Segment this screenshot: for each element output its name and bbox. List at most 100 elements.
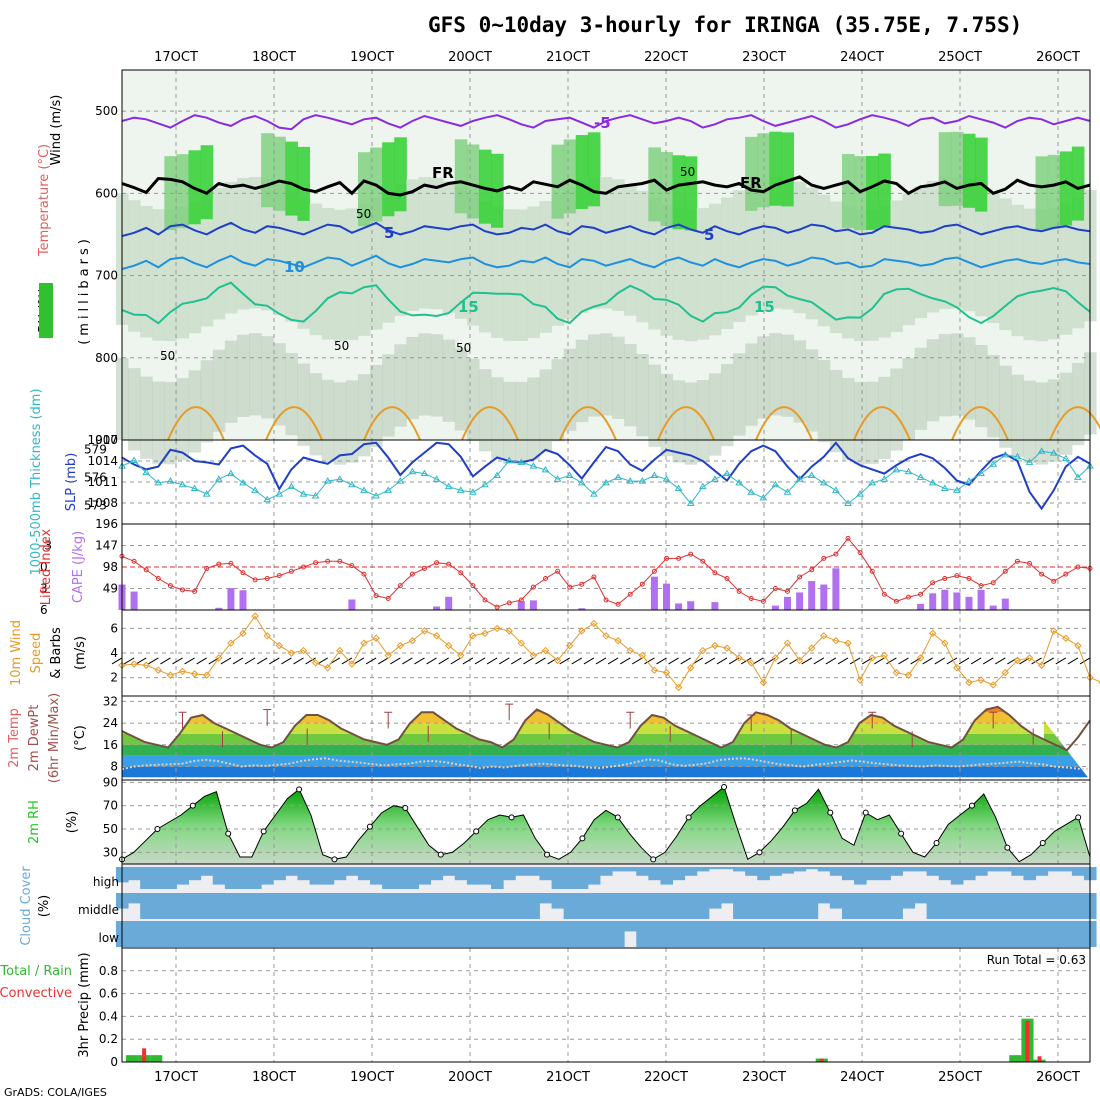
cloud-cell-low bbox=[188, 921, 202, 947]
wind-speed-point bbox=[674, 683, 683, 692]
wind-speed-point bbox=[747, 659, 755, 667]
wind-speed-point bbox=[1013, 656, 1022, 665]
cloud-cell-low bbox=[769, 921, 782, 947]
thickness-point bbox=[299, 490, 308, 497]
wind-speed-point bbox=[239, 629, 247, 638]
wind-barb bbox=[196, 657, 207, 665]
cloud-cell-low bbox=[805, 921, 819, 947]
thickness-point bbox=[444, 482, 453, 490]
rh-band bbox=[297, 197, 311, 329]
rh-band-moist bbox=[781, 132, 795, 207]
cloud-cell-middle bbox=[539, 893, 553, 904]
cloud-cell-low bbox=[987, 921, 1000, 947]
rh-band bbox=[902, 193, 916, 326]
cape-tick-label: 147 bbox=[95, 539, 118, 553]
thickness-point bbox=[1049, 449, 1058, 456]
wind-barb bbox=[511, 657, 522, 665]
wind-barb bbox=[450, 657, 462, 665]
y-tick-label: 500 bbox=[95, 104, 118, 118]
thickness-point bbox=[916, 473, 925, 480]
rh-band bbox=[975, 184, 988, 317]
temp-tick-label: 8 bbox=[110, 759, 118, 773]
rh-band-moist bbox=[454, 139, 468, 214]
wind-speed-point bbox=[227, 639, 235, 647]
thickness-point bbox=[553, 475, 562, 482]
thickness-point bbox=[384, 486, 393, 493]
cloud-cell-low bbox=[902, 921, 916, 947]
cloud-cell-high bbox=[575, 867, 589, 889]
rh-point bbox=[1004, 844, 1011, 851]
wind-barb bbox=[898, 657, 909, 665]
date-label: 23OCT bbox=[742, 1070, 786, 1085]
cloud-cell-middle bbox=[478, 893, 492, 919]
axis-label: 2m DewPt bbox=[27, 705, 42, 772]
cloud-cell-high bbox=[394, 867, 407, 889]
lifted-index-point bbox=[845, 535, 851, 541]
rh-band bbox=[575, 181, 589, 313]
cape-bar bbox=[1001, 598, 1009, 610]
rh-band bbox=[370, 198, 383, 330]
cloud-cell-high bbox=[152, 867, 165, 889]
wind-speed-point bbox=[190, 670, 199, 678]
wind-speed-point bbox=[263, 632, 271, 640]
cloud-cell-middle bbox=[781, 893, 795, 919]
wind-speed-point bbox=[711, 641, 719, 650]
wind-speed-point bbox=[348, 660, 356, 668]
wind-barb bbox=[644, 657, 655, 665]
cape-tick-label: 98 bbox=[103, 560, 118, 574]
rh-band bbox=[261, 178, 274, 311]
cloud-cell-middle bbox=[745, 893, 758, 919]
cloud-cell-middle bbox=[1047, 893, 1061, 919]
cloud-cell-low bbox=[672, 921, 686, 947]
cloud-cell-high bbox=[950, 867, 964, 885]
cloud-cell-middle bbox=[418, 893, 432, 919]
rh-band-low bbox=[430, 334, 444, 417]
rh-band-low bbox=[188, 370, 202, 453]
rh-band-low bbox=[563, 348, 577, 431]
cloud-cell-low bbox=[309, 921, 323, 947]
rh-band-low bbox=[551, 359, 565, 442]
rh-band bbox=[418, 177, 432, 309]
rh-point bbox=[614, 814, 621, 821]
rh-band-low bbox=[152, 381, 165, 464]
axis-label: 10m Wind bbox=[9, 620, 24, 686]
cloud-cell-high bbox=[733, 867, 746, 872]
cloud-cell-low bbox=[938, 921, 952, 947]
lifted-index-point bbox=[567, 584, 573, 590]
panel-temperature: 8 16 24 32 2m Temp 2m DewPt (6hr Min/Max) (°C) bbox=[7, 693, 1091, 783]
rh-band-moist bbox=[297, 146, 311, 221]
rh-band bbox=[757, 179, 770, 311]
thickness-tick-label: 579 bbox=[84, 442, 107, 456]
cloud-cell-high bbox=[321, 867, 335, 885]
date-label: 26OCT bbox=[1036, 50, 1080, 65]
thickness-point bbox=[989, 460, 998, 467]
cloud-cell-high bbox=[176, 867, 190, 885]
cloud-cell-low bbox=[599, 921, 613, 947]
date-label: 24OCT bbox=[840, 50, 884, 65]
lifted-index-point bbox=[785, 588, 790, 594]
thickness-point bbox=[202, 490, 211, 497]
rh-band bbox=[1023, 208, 1037, 341]
wind-speed-point bbox=[820, 632, 828, 640]
cloud-cell-high bbox=[406, 867, 419, 889]
wind-barb bbox=[632, 657, 643, 665]
precip-total-bar bbox=[150, 1055, 163, 1062]
rh-band-low bbox=[950, 333, 964, 416]
cape-tick-label: 196 bbox=[95, 517, 118, 531]
wind-speed-point bbox=[384, 651, 392, 660]
lifted-index-point bbox=[651, 568, 657, 574]
cloud-cell-high bbox=[926, 867, 940, 876]
lifted-index-point bbox=[131, 558, 137, 564]
contour-label: 15 bbox=[754, 298, 775, 316]
wind-speed-point bbox=[311, 659, 320, 667]
isotherm-warm-loop bbox=[461, 406, 519, 441]
rh-point bbox=[331, 856, 338, 863]
wind-speed-point bbox=[723, 644, 731, 652]
cloud-cell-middle bbox=[1023, 893, 1037, 919]
wind-barb bbox=[281, 657, 292, 665]
thickness-point bbox=[735, 478, 743, 486]
rh-band-low bbox=[128, 368, 141, 451]
rh-band-low bbox=[491, 377, 504, 460]
cloud-cell-high bbox=[273, 867, 286, 881]
wind-barb bbox=[365, 657, 377, 665]
